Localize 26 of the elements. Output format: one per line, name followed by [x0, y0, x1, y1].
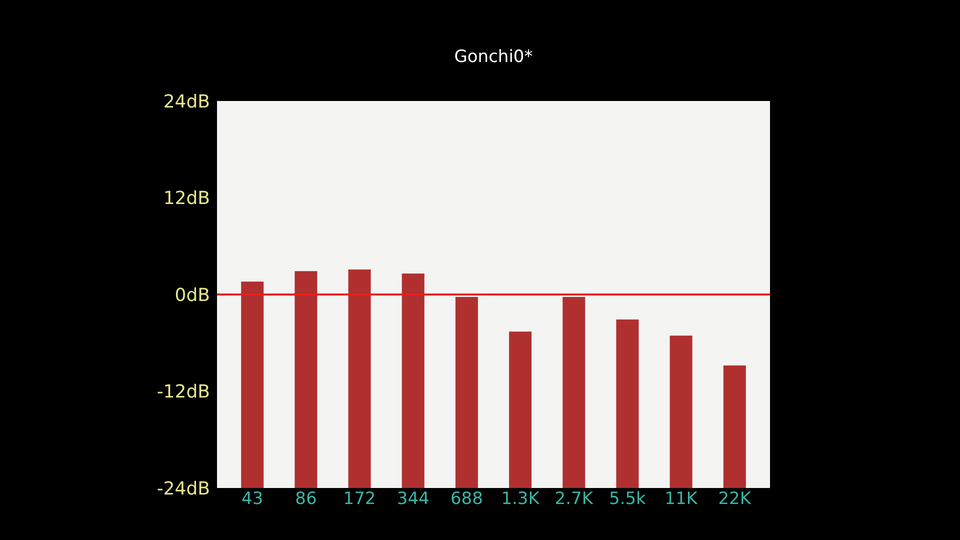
bar — [294, 271, 318, 488]
x-tick-label: 5.5k — [609, 489, 646, 509]
y-tick-label: 24dB — [163, 91, 210, 112]
bar — [455, 296, 478, 488]
y-tick-label: 12dB — [163, 188, 210, 210]
bar — [241, 282, 264, 488]
x-tick-label: 86 — [295, 489, 317, 509]
bar — [562, 296, 586, 488]
bar — [348, 270, 371, 488]
x-tick-label: 688 — [450, 489, 483, 509]
bar — [616, 319, 639, 488]
x-tick-label: 172 — [343, 489, 376, 509]
bar — [670, 336, 692, 488]
x-tick-label: 22K — [718, 489, 752, 509]
y-tick-label: 0dB — [174, 284, 210, 306]
chart-title: Gonchi0* — [454, 47, 533, 67]
bar — [723, 365, 746, 488]
y-tick-label: -24dB — [156, 478, 210, 500]
y-tick-label: -12dB — [156, 382, 210, 403]
x-tick-label: 344 — [396, 489, 430, 509]
x-tick-label: 2.7K — [554, 489, 594, 509]
x-tick-label: 11K — [664, 489, 698, 509]
bar — [509, 332, 532, 488]
x-tick-label: 1.3K — [501, 489, 540, 509]
bar — [402, 274, 424, 488]
x-tick-label: 43 — [242, 489, 264, 509]
